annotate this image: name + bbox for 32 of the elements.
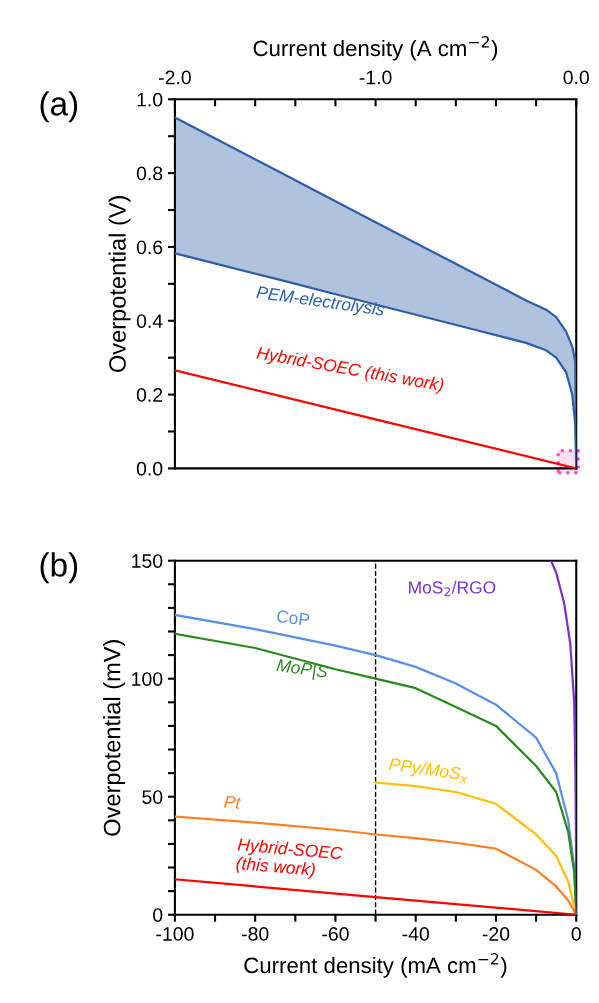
y-tick-label: 0.8: [136, 166, 163, 181]
annotation: PPy/MoS$_{x}$: [388, 757, 469, 785]
annotation: CoP: [276, 609, 310, 626]
x-tick-label: -40: [402, 927, 429, 941]
y-tick-label: 0.2: [136, 388, 163, 402]
y-tick-label: 150: [132, 554, 163, 568]
y-tick-label: 0.6: [136, 240, 163, 255]
y-tick-label: 50: [142, 790, 163, 804]
x-tick-label: -60: [322, 927, 349, 941]
annotation: Hybrid-SOEC (this work): [255, 345, 445, 395]
y-tick-label: 0: [153, 908, 163, 922]
x-tick-label: -20: [482, 927, 510, 941]
y-tick-label: 1.0: [137, 92, 163, 107]
annotation: MoS$_{2}$/RGO: [409, 580, 496, 597]
annotation: Hybrid-SOEC (this work): [235, 837, 343, 880]
chart-title: (a): [40, 91, 78, 123]
annotation: Pt: [223, 795, 242, 810]
y-axis-title: Overpotential (mV): [103, 640, 126, 836]
annotation: MoP|S: [275, 658, 329, 682]
y-tick-label: 100: [132, 672, 163, 686]
x-axis-title: Current density (mA cm$^{−2}$): [244, 953, 507, 978]
x-tick-label: -2.0: [159, 70, 191, 85]
x-tick-label: 0.0: [563, 70, 589, 85]
chart-title: (b): [40, 552, 78, 584]
x-tick-label: -100: [156, 927, 194, 941]
y-axis-title: Overpotential (V): [108, 196, 131, 372]
x-tick-label: -80: [241, 927, 269, 941]
y-tick-label: 0.4: [136, 314, 163, 328]
x-axis-title: Current density (A cm$^{−2}$): [253, 35, 498, 61]
x-tick-label: -1.0: [359, 70, 392, 85]
x-tick-label: 0: [571, 927, 581, 941]
y-tick-label: 0.0: [136, 461, 163, 476]
